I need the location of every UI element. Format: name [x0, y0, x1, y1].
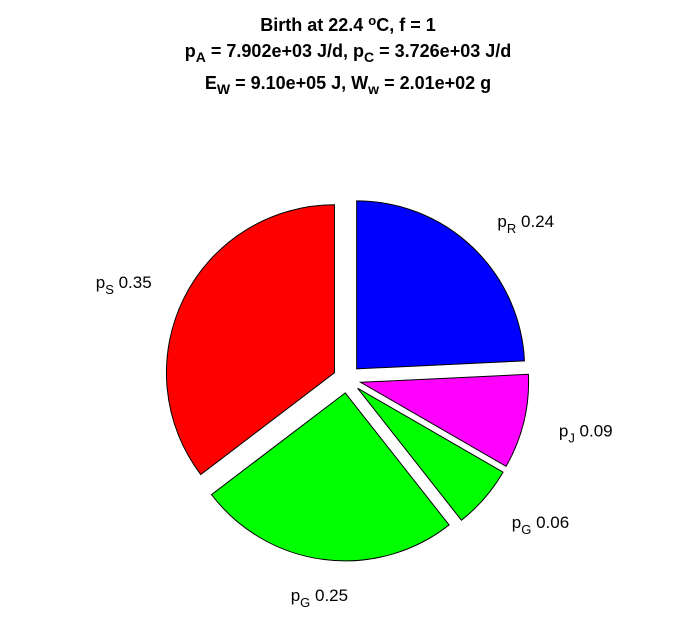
title-line-3: EW = 9.10e+05 J, Ww = 2.01e+02 g [0, 70, 696, 102]
pie-slice-pj-1 [358, 373, 530, 467]
title-line-2-a: p [184, 41, 196, 61]
pie-label-0: pR 0.24 [497, 212, 554, 236]
chart-title: Birth at 22.4 oC, f = 1 pA = 7.902e+03 J… [0, 8, 696, 102]
degree-sup: o [368, 13, 377, 28]
title-line-2-sub-a: A [195, 49, 206, 65]
title-line-2-sub-c: C [364, 49, 375, 65]
pie-label-4: pS 0.35 [96, 273, 152, 297]
title-line-3-c: = 2.01e+02 g [379, 73, 492, 93]
title-line-3-sub-ww: w [368, 81, 380, 97]
title-line-3-sub-w: W [216, 81, 231, 97]
pie-slice-pg-2 [357, 387, 504, 521]
title-line-1-text: Birth at 22.4 [260, 15, 369, 35]
title-line-2: pA = 7.902e+03 J/d, pC = 3.726e+03 J/d [0, 38, 696, 70]
pie-label-2: pG 0.06 [512, 513, 569, 537]
pie-label-1: pJ 0.09 [559, 421, 613, 445]
title-line-1-rest: C, f = 1 [376, 15, 436, 35]
title-line-1: Birth at 22.4 oC, f = 1 [0, 8, 696, 38]
title-line-2-c: = 3.726e+03 J/d [374, 41, 512, 61]
title-line-3-b: = 9.10e+05 J, W [230, 73, 369, 93]
pie-slice-pr-0 [356, 200, 525, 370]
pie-slice-pg-3 [210, 392, 450, 562]
pie-label-3: pG 0.25 [291, 586, 348, 610]
pie-slice-ps-4 [165, 204, 335, 476]
title-line-2-b: = 7.902e+03 J/d, p [205, 41, 364, 61]
title-line-3-a: E [204, 73, 217, 93]
